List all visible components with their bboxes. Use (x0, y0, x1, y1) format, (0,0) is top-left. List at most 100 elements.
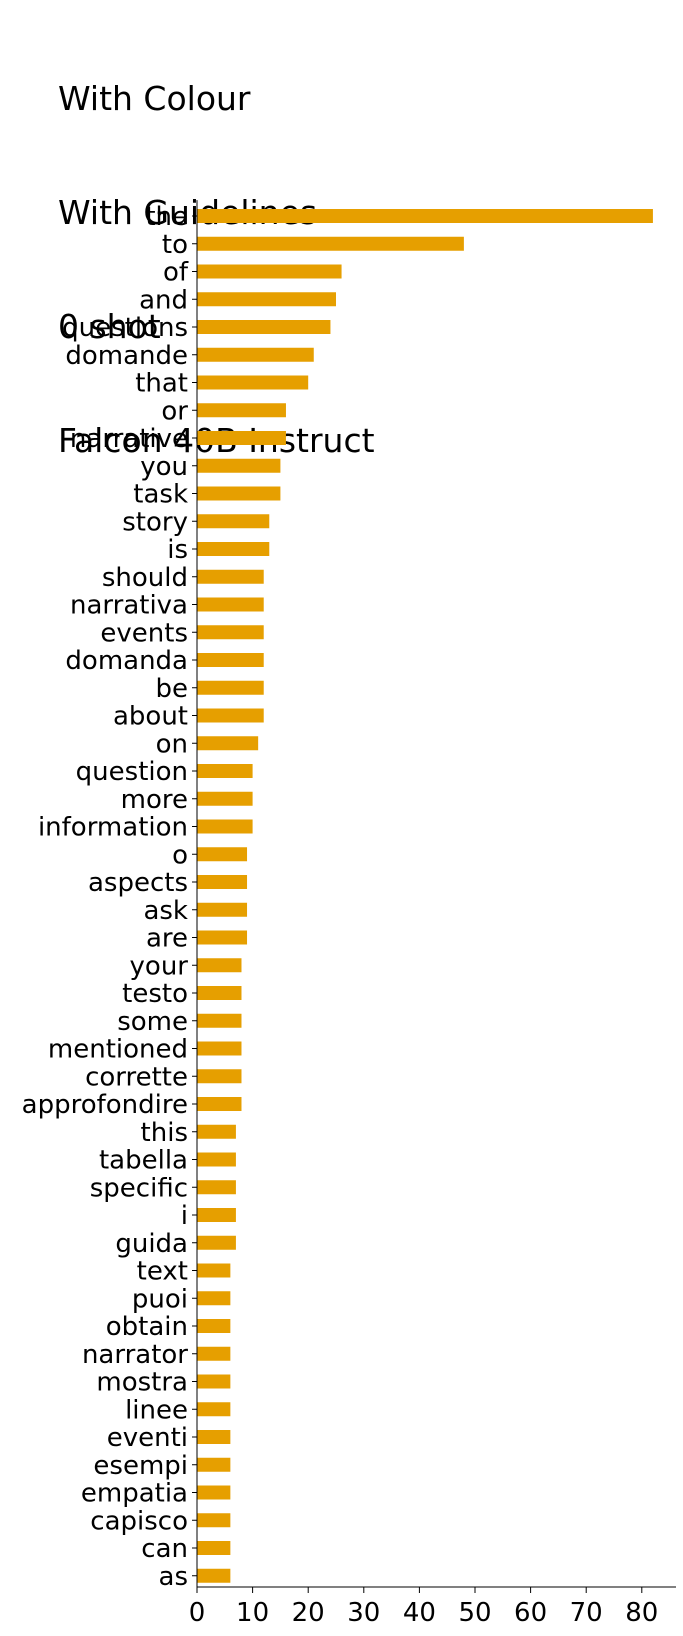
y-tick-label: as (159, 1562, 188, 1592)
bar-text (197, 1263, 231, 1278)
y-tick-label: about (113, 702, 188, 732)
bar-obtain (197, 1319, 231, 1333)
y-tick-label: i (181, 1201, 188, 1231)
bar-corrette (197, 1069, 242, 1084)
chart-title-line-3: 0 shot (58, 307, 161, 346)
y-tick-label: questions (62, 313, 188, 343)
bar-on (197, 736, 259, 751)
bar-information (197, 819, 253, 834)
bar-your (197, 958, 242, 973)
y-tick-label: corrette (85, 1062, 188, 1092)
y-tick-label: aspects (88, 868, 188, 898)
y-tick-label: be (156, 674, 189, 704)
x-tick-label: 0 (189, 1598, 206, 1628)
y-tick-label: capisco (90, 1506, 188, 1536)
y-tick-label: story (122, 507, 188, 537)
x-tick-label: 30 (347, 1598, 380, 1628)
y-tick-label: puoi (132, 1284, 188, 1314)
y-tick-label: or (161, 396, 188, 426)
chart-title-line-1: With Colour (58, 79, 251, 118)
bar-that (197, 375, 309, 390)
bar-more (197, 791, 253, 806)
y-tick-label: ask (143, 896, 188, 926)
y-tick-label: question (76, 757, 188, 787)
bar-and (197, 292, 336, 307)
bar-should (197, 569, 264, 584)
y-tick-label: your (130, 951, 189, 981)
bar-aspects (197, 875, 248, 889)
bar-mentioned (197, 1041, 242, 1056)
bar-o (197, 847, 248, 862)
bar-events (197, 625, 264, 640)
y-tick-label: mostra (96, 1368, 188, 1398)
y-tick-label: events (100, 618, 188, 648)
y-tick-label: information (38, 813, 188, 843)
bar-i (197, 1208, 236, 1222)
x-tick-label: 70 (570, 1598, 603, 1628)
bar-or (197, 403, 286, 418)
y-tick-label: linee (125, 1395, 188, 1425)
bar-capisco (197, 1513, 231, 1528)
y-tick-label: specific (90, 1173, 188, 1203)
y-tick-label: some (117, 1007, 188, 1037)
y-tick-label: obtain (106, 1312, 188, 1342)
y-tick-label: and (139, 285, 188, 315)
y-tick-label: of (163, 258, 189, 288)
bar-domande (197, 347, 314, 362)
y-tick-label: testo (122, 979, 188, 1009)
bar-task (197, 486, 281, 501)
bar-testo (197, 986, 242, 1000)
bar-question (197, 764, 253, 778)
y-tick-label: narrator (82, 1340, 188, 1370)
bar-tabella (197, 1152, 236, 1167)
bar-narrativa (197, 597, 264, 612)
bar-narrator (197, 1346, 231, 1361)
bar-mostra (197, 1374, 231, 1389)
bar-be (197, 680, 264, 695)
y-tick-label: can (141, 1534, 188, 1564)
bar-questions (197, 320, 331, 334)
bar-empatia (197, 1485, 231, 1500)
bar-linee (197, 1402, 231, 1417)
bar-approfondire (197, 1097, 242, 1111)
bar-ask (197, 902, 248, 917)
y-tick-label: the (145, 202, 188, 232)
chart-title: With Colour With Guidelines 0 shot Falco… (58, 4, 375, 498)
bar-narrative (197, 431, 286, 445)
bar-esempi (197, 1457, 231, 1472)
y-tick-label: domande (65, 341, 188, 371)
bar-specific (197, 1180, 236, 1195)
y-tick-label: eventi (107, 1423, 188, 1453)
axes-layer: thetoofandquestionsdomandethatornarrativ… (22, 200, 676, 1628)
y-tick-label: domanda (65, 646, 188, 676)
bar-to (197, 236, 464, 251)
y-tick-label: should (102, 563, 188, 593)
bar-of (197, 264, 342, 279)
y-tick-label: o (172, 840, 188, 870)
x-tick-label: 20 (292, 1598, 325, 1628)
y-tick-label: to (162, 230, 188, 260)
bar-this (197, 1124, 236, 1139)
y-tick-label: this (141, 1118, 188, 1148)
bar-puoi (197, 1291, 231, 1306)
y-tick-label: esempi (93, 1451, 188, 1481)
bar-eventi (197, 1430, 231, 1444)
x-tick-label: 10 (236, 1598, 269, 1628)
bar-domanda (197, 653, 264, 667)
bar-can (197, 1541, 231, 1555)
y-tick-label: text (137, 1257, 188, 1287)
bars-layer (197, 209, 653, 1583)
y-tick-label: narrative (70, 424, 188, 454)
y-tick-label: more (121, 785, 188, 815)
y-tick-label: are (146, 924, 188, 954)
bar-story (197, 514, 270, 529)
x-tick-label: 40 (403, 1598, 436, 1628)
bar-about (197, 708, 264, 723)
bar-is (197, 542, 270, 556)
y-tick-label: approfondire (22, 1090, 188, 1120)
x-tick-label: 80 (625, 1598, 658, 1628)
y-tick-label: mentioned (48, 1035, 188, 1065)
y-tick-label: narrativa (70, 591, 188, 621)
bar-you (197, 458, 281, 473)
